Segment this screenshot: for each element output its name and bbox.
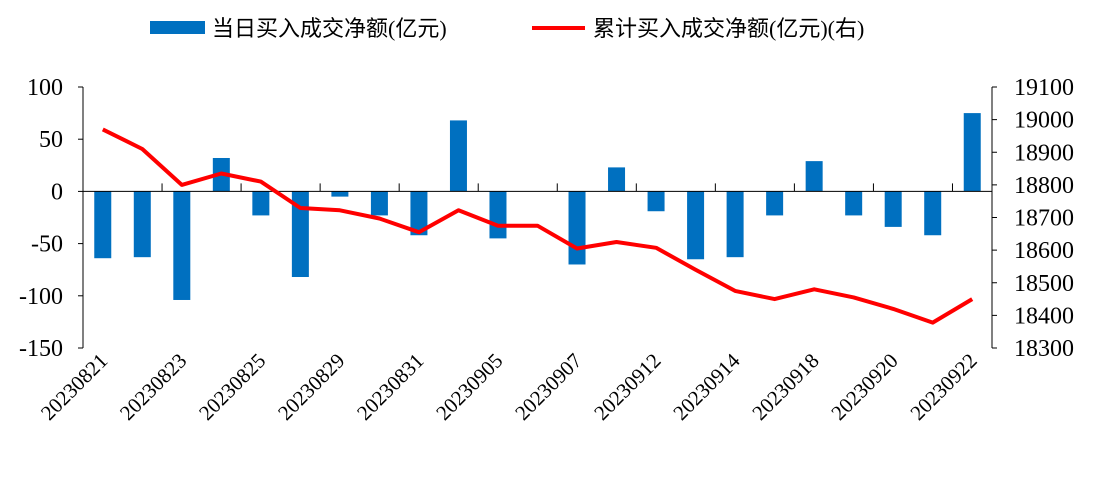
bar [924, 191, 942, 236]
legend-bar-label: 当日买入成交净额(亿元) [212, 16, 447, 41]
right-tick-label: 19000 [1014, 108, 1074, 134]
x-tick-label: 20230825 [194, 349, 270, 425]
legend-line-label: 累计买入成交净额(亿元)(右) [593, 16, 864, 41]
legend-bar-swatch [150, 21, 205, 34]
bar [845, 191, 863, 216]
bar [173, 191, 191, 300]
right-tick-label: 18900 [1014, 140, 1074, 166]
bar [687, 191, 705, 260]
left-tick-label: -150 [19, 336, 63, 362]
right-tick-label: 18600 [1014, 238, 1074, 264]
x-tick-label: 20230918 [747, 349, 823, 425]
bar [252, 191, 270, 216]
left-tick-label: 50 [39, 127, 63, 153]
x-tick-label: 20230905 [431, 349, 507, 425]
bar [805, 161, 823, 192]
x-tick-label: 20230829 [273, 349, 349, 425]
bar [331, 191, 349, 197]
bar [94, 191, 112, 259]
left-tick-label: -50 [31, 232, 63, 258]
left-tick-label: 100 [27, 75, 63, 101]
bar [133, 191, 151, 258]
bar [291, 191, 309, 278]
x-tick-label: 20230907 [510, 349, 586, 425]
x-tick-label: 20230912 [589, 349, 665, 425]
x-tick-label: 20230831 [352, 349, 428, 425]
right-tick-label: 18800 [1014, 173, 1074, 199]
left-tick-label: 0 [51, 179, 63, 205]
x-tick-label: 20230914 [668, 348, 745, 425]
bar [963, 113, 981, 192]
right-tick-label: 18300 [1014, 336, 1074, 362]
x-tick-label: 20230823 [115, 349, 191, 425]
right-tick-label: 18400 [1014, 303, 1074, 329]
right-tick-label: 18500 [1014, 271, 1074, 297]
bar [726, 191, 744, 258]
left-tick-label: -100 [19, 284, 63, 310]
bar [884, 191, 902, 227]
x-tick-label: 20230922 [905, 349, 981, 425]
x-tick-label: 20230920 [826, 349, 902, 425]
right-tick-label: 19100 [1014, 75, 1074, 101]
cumulative-line [101, 127, 974, 325]
bar [647, 191, 665, 212]
bar [489, 191, 507, 239]
legend: 当日买入成交净额(亿元) 累计买入成交净额(亿元)(右) [150, 16, 864, 41]
bar [370, 191, 388, 216]
bar [608, 167, 626, 192]
bar [766, 191, 784, 216]
bar [449, 120, 467, 192]
right-tick-label: 18700 [1014, 206, 1074, 232]
bar [568, 191, 586, 265]
bar [410, 191, 428, 236]
